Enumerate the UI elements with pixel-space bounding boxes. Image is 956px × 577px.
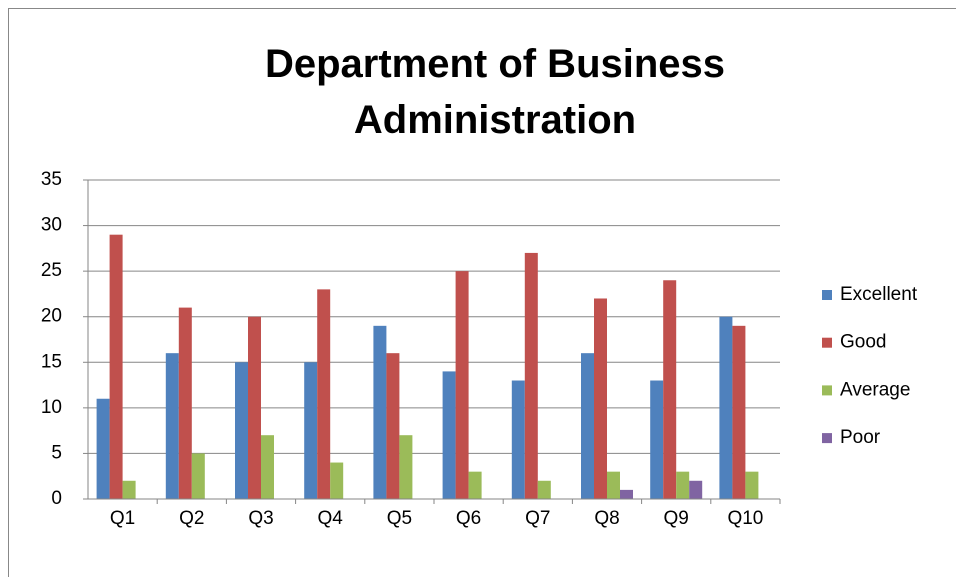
y-tick-label: 10 <box>41 397 62 418</box>
x-tick-label: Q8 <box>594 508 619 529</box>
legend-swatch <box>822 385 832 396</box>
bar <box>581 353 594 499</box>
x-tick-label: Q1 <box>110 508 135 529</box>
x-tick-label: Q7 <box>525 508 550 529</box>
chart-border <box>8 8 956 577</box>
bar <box>620 489 633 499</box>
bar <box>304 362 318 499</box>
bar <box>511 380 525 499</box>
bar <box>399 435 413 499</box>
legend-label: Good <box>840 332 886 353</box>
bar <box>607 471 620 499</box>
x-tick-label: Q9 <box>664 508 689 529</box>
y-tick-label: 25 <box>41 260 62 281</box>
bar <box>330 462 344 499</box>
bar <box>386 353 400 499</box>
x-tick-label: Q10 <box>727 508 763 529</box>
bar <box>689 480 703 499</box>
chart-title: Department of Business Administration <box>264 42 726 142</box>
x-tick-label: Q5 <box>387 508 412 529</box>
bar <box>442 371 456 499</box>
x-tick-label: Q2 <box>179 508 204 529</box>
x-tick-label: Q6 <box>456 508 481 529</box>
legend-swatch <box>822 290 832 300</box>
bar <box>524 252 538 499</box>
bar <box>109 234 123 499</box>
legend-label: Excellent <box>840 284 918 305</box>
bar <box>235 362 248 499</box>
x-tick-label: Q3 <box>248 508 273 529</box>
bar <box>191 453 205 499</box>
legend-swatch <box>822 433 832 444</box>
legend-label: Average <box>840 379 910 400</box>
x-tick-label: Q4 <box>318 508 344 529</box>
bar <box>96 398 110 499</box>
bar <box>537 480 551 499</box>
bar <box>317 289 331 499</box>
bar <box>719 316 733 499</box>
bar <box>373 325 387 499</box>
y-tick-label: 5 <box>51 442 62 463</box>
y-tick-label: 20 <box>41 306 62 327</box>
bar <box>468 471 482 499</box>
bar <box>178 307 192 499</box>
y-tick-label: 30 <box>41 215 62 236</box>
bar <box>745 471 759 499</box>
legend-swatch <box>822 337 832 348</box>
bar <box>455 271 469 499</box>
bar <box>732 325 746 499</box>
bar <box>122 480 136 499</box>
bar <box>650 380 664 499</box>
bar <box>165 353 179 499</box>
bar <box>594 298 607 499</box>
bar <box>261 435 274 499</box>
y-tick-label: 0 <box>51 488 62 509</box>
bar <box>663 280 677 499</box>
bar <box>248 316 261 499</box>
legend-label: Poor <box>840 427 881 448</box>
y-tick-label: 15 <box>41 351 62 372</box>
y-tick-label: 35 <box>41 169 62 190</box>
bar <box>676 471 690 499</box>
